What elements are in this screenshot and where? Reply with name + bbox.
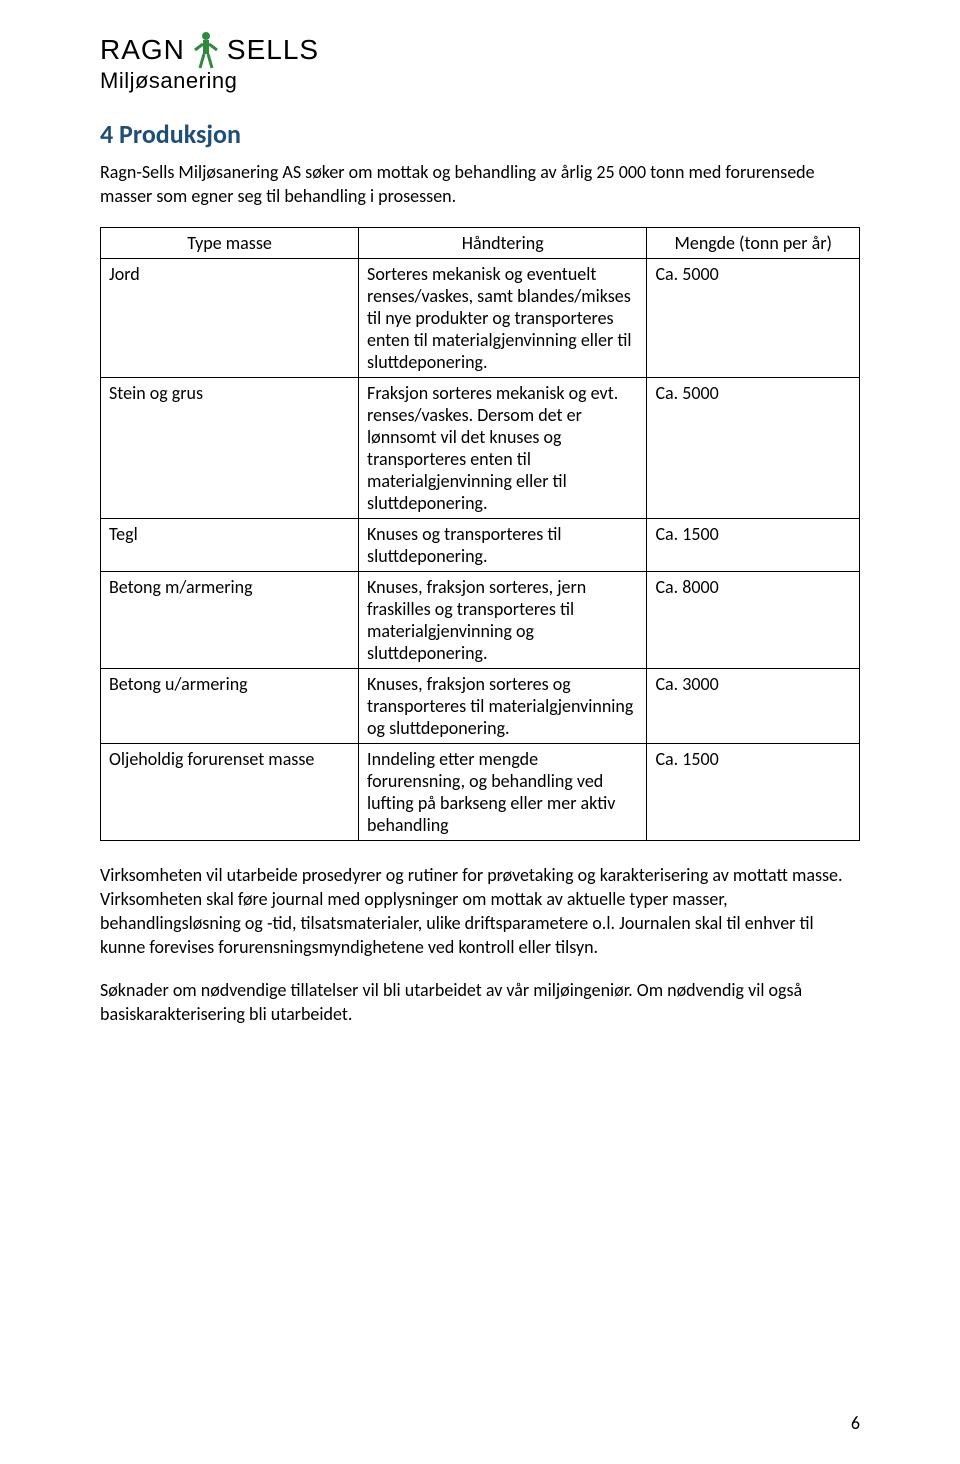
cell-amount: Ca. 8000 <box>647 571 860 668</box>
logo-text-left: RAGN <box>100 34 185 66</box>
cell-amount: Ca. 1500 <box>647 743 860 840</box>
table-row: Betong u/armering Knuses, fraksjon sorte… <box>101 668 860 743</box>
table-row: Oljeholdig forurenset masse Inndeling et… <box>101 743 860 840</box>
cell-handling: Fraksjon sorteres mekanisk og evt. rense… <box>359 377 647 518</box>
table-header-amount: Mengde (tonn per år) <box>647 227 860 258</box>
logo-brand: RAGN SELLS <box>100 30 860 70</box>
section-heading: 4 Produksjon <box>100 118 860 150</box>
cell-type: Tegl <box>101 518 359 571</box>
cell-type: Jord <box>101 258 359 377</box>
cell-amount: Ca. 3000 <box>647 668 860 743</box>
cell-handling: Knuses, fraksjon sorteres og transporter… <box>359 668 647 743</box>
cell-handling: Knuses og transporteres til sluttdeponer… <box>359 518 647 571</box>
cell-type: Betong u/armering <box>101 668 359 743</box>
logo-block: RAGN SELLS Miljøsanering <box>100 30 860 94</box>
cell-type: Oljeholdig forurenset masse <box>101 743 359 840</box>
table-header-row: Type masse Håndtering Mengde (tonn per å… <box>101 227 860 258</box>
cell-amount: Ca. 5000 <box>647 377 860 518</box>
table-row: Tegl Knuses og transporteres til sluttde… <box>101 518 860 571</box>
cell-handling: Sorteres mekanisk og eventuelt renses/va… <box>359 258 647 377</box>
page-number: 6 <box>851 1412 860 1434</box>
body-paragraph-2: Søknader om nødvendige tillatelser vil b… <box>100 978 860 1027</box>
body-paragraph-1: Virksomheten vil utarbeide prosedyrer og… <box>100 863 860 960</box>
cell-handling: Knuses, fraksjon sorteres, jern fraskill… <box>359 571 647 668</box>
cell-amount: Ca. 5000 <box>647 258 860 377</box>
table-header-type: Type masse <box>101 227 359 258</box>
cell-type: Betong m/armering <box>101 571 359 668</box>
table-row: Betong m/armering Knuses, fraksjon sorte… <box>101 571 860 668</box>
cell-amount: Ca. 1500 <box>647 518 860 571</box>
cell-handling: Inndeling etter mengde forurensning, og … <box>359 743 647 840</box>
logo-subline: Miljøsanering <box>100 68 860 94</box>
document-page: RAGN SELLS Miljøsanering 4 Produksjon Ra… <box>0 0 960 1464</box>
intro-paragraph: Ragn-Sells Miljøsanering AS søker om mot… <box>100 160 860 209</box>
table-row: Stein og grus Fraksjon sorteres mekanisk… <box>101 377 860 518</box>
cell-type: Stein og grus <box>101 377 359 518</box>
table-row: Jord Sorteres mekanisk og eventuelt rens… <box>101 258 860 377</box>
mass-handling-table: Type masse Håndtering Mengde (tonn per å… <box>100 227 860 841</box>
logo-text-right: SELLS <box>227 34 319 66</box>
table-header-handling: Håndtering <box>359 227 647 258</box>
logo-figure-icon <box>191 30 221 70</box>
